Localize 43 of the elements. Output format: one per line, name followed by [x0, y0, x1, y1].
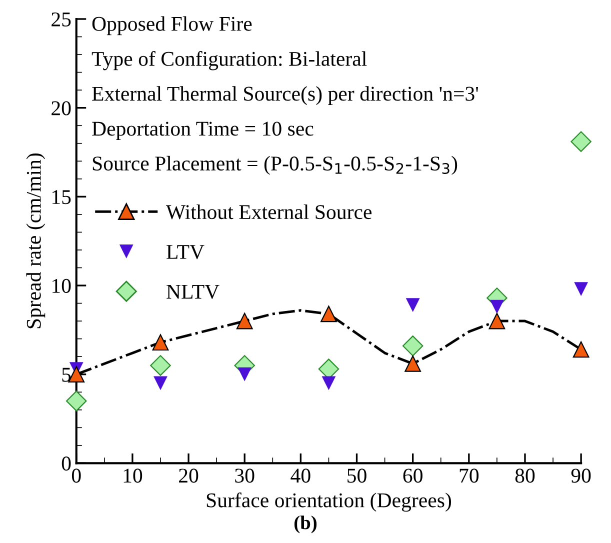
x-axis-title: Surface orientation (Degrees): [206, 492, 452, 512]
point: [154, 376, 168, 390]
y-tick-label: 0: [62, 456, 71, 471]
point: [152, 334, 169, 351]
annotation: Type of Configuration: Bi-lateral: [92, 51, 367, 70]
annotation: External Thermal Source(s) per direction 'n=3': [92, 86, 478, 106]
annotation: Source Placement = (P-0.5-S$_{1}$-0.5-S$_{2}$-1-S$_{3}$): [92, 156, 458, 175]
y-tick-label: 5: [62, 368, 71, 382]
x-tick-label: 70: [460, 468, 479, 483]
x-tick-label: 20: [179, 468, 198, 483]
x-tick-label: 10: [124, 468, 142, 483]
annotation: Opposed Flow Fire: [92, 16, 252, 36]
legend-label: LTV: [166, 245, 204, 260]
point: [570, 131, 592, 152]
point: [236, 312, 253, 330]
text: (b): [294, 516, 317, 534]
point: [320, 306, 337, 322]
legend-label: Without External Source: [166, 204, 372, 220]
point: [238, 367, 252, 382]
x-tick-label: 0: [72, 468, 81, 483]
point: [574, 282, 588, 296]
point: [490, 300, 504, 314]
x-tick-label: 30: [235, 468, 254, 483]
point: [404, 355, 422, 372]
annotation: Deportation Time = 10 sec: [92, 122, 314, 140]
point: [572, 341, 590, 358]
x-tick-label: 40: [290, 468, 310, 483]
point: [150, 355, 171, 376]
y-axis-title: Spread rate (cm/min): [26, 154, 46, 328]
x-tick-label: 80: [515, 468, 535, 483]
y-tick-label: 15: [52, 190, 71, 204]
point: [66, 390, 87, 412]
y-tick-label: 20: [52, 101, 71, 116]
point: [488, 312, 506, 330]
y-tick-label: 25: [52, 12, 71, 26]
point: [402, 336, 424, 356]
x-tick-label: 50: [348, 468, 366, 483]
x-tick-label: 60: [403, 468, 422, 483]
x-tick-label: 90: [571, 468, 591, 483]
legend-label: NLTV: [166, 284, 220, 299]
point: [322, 376, 336, 390]
point: [406, 298, 420, 312]
y-tick-label: 10: [52, 278, 71, 293]
